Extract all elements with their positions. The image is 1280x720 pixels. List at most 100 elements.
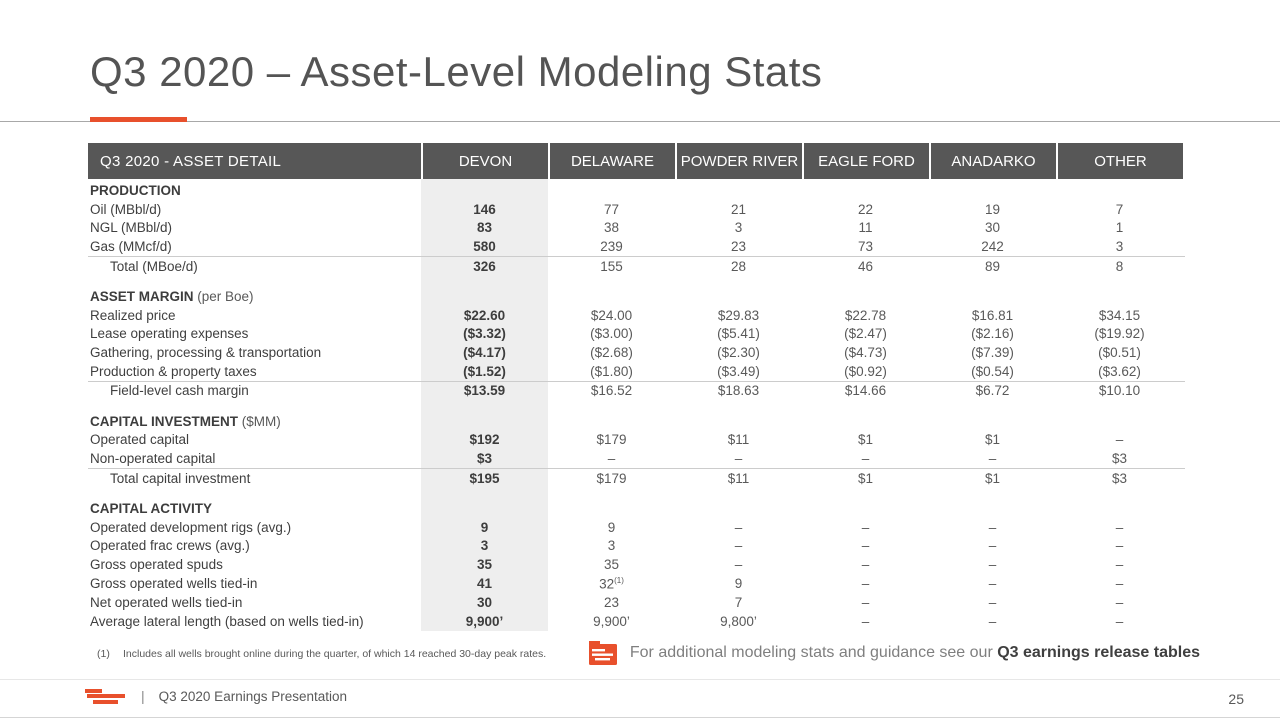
table-row: Operated frac crews (avg.) 3 3 – – – – — [88, 537, 1185, 556]
earnings-release-callout: For additional modeling stats and guidan… — [588, 640, 1200, 666]
cell-value: 73 — [857, 239, 874, 255]
section-heading: PRODUCTION — [90, 182, 181, 198]
column-header: OTHER — [1056, 143, 1183, 179]
cell-value: $1 — [984, 432, 1001, 448]
cell-value: – — [988, 451, 997, 467]
devon-column-highlight — [421, 179, 548, 631]
column-header: Q3 2020 - ASSET DETAIL — [88, 143, 421, 179]
cell-value: – — [861, 557, 870, 573]
cell-value: 3 — [1115, 239, 1124, 255]
table-row: Operated development rigs (avg.) 9 9 – – – – — [88, 518, 1185, 537]
table-row: Gross operated spuds 35 35 – – – – — [88, 555, 1185, 574]
page-number: 25 — [1228, 691, 1244, 707]
cell-value: $18.63 — [717, 383, 760, 399]
section-heading: ASSET MARGIN (per Boe) — [90, 288, 254, 304]
column-header: EAGLE FORD — [802, 143, 929, 179]
cell-value: ($0.51) — [1098, 345, 1141, 361]
cell-value: ($2.30) — [717, 345, 760, 361]
cell-value: ($19.92) — [1094, 326, 1145, 342]
table-row: Lease operating expenses ($3.32) ($3.00) ($… — [88, 325, 1185, 344]
cell-value: $1 — [984, 470, 1001, 486]
cell-value: 30 — [984, 220, 1001, 236]
cell-value: 580 — [473, 239, 496, 255]
table-row: Oil (MBbl/d) 146 77 21 22 19 7 — [88, 200, 1185, 219]
table-row: Average lateral length (based on wells t… — [88, 612, 1185, 631]
row-label: Operated frac crews (avg.) — [90, 538, 250, 554]
cell-value: 3 — [607, 538, 616, 554]
cell-value: – — [861, 519, 870, 535]
cell-value: ($2.16) — [971, 326, 1014, 342]
section-heading-row: ASSET MARGIN (per Boe) — [88, 287, 1185, 306]
cell-value: 3 — [480, 538, 489, 554]
footer-separator: | — [141, 688, 145, 704]
cell-value: – — [988, 576, 997, 592]
cell-value: 9,900’ — [593, 613, 630, 629]
row-label: Non-operated capital — [90, 451, 216, 467]
cell-value: 35 — [476, 557, 493, 573]
cell-value: – — [1115, 613, 1124, 629]
cell-value: 239 — [600, 239, 623, 255]
section-heading-row: PRODUCTION — [88, 181, 1185, 200]
cell-value: 89 — [984, 258, 1001, 274]
cell-value: 242 — [981, 239, 1004, 255]
cell-value: $22.78 — [844, 307, 887, 323]
row-label: Gross operated wells tied-in — [90, 576, 258, 592]
row-label: Field-level cash margin — [110, 383, 249, 399]
cell-value: $11 — [727, 432, 750, 448]
cell-value: 9 — [607, 519, 616, 535]
table-row: Non-operated capital $3 – – – – $3 — [88, 449, 1185, 468]
cell-value: $1 — [857, 470, 874, 486]
callout-emphasis: Q3 earnings release tables — [997, 644, 1200, 661]
cell-value: – — [861, 594, 870, 610]
cell-value: $16.52 — [590, 383, 633, 399]
table-row: Gross operated wells tied-in 41 32(1) 9 – – – — [88, 574, 1185, 593]
cell-value: – — [861, 538, 870, 554]
cell-value: ($1.52) — [463, 364, 506, 380]
cell-value: $24.00 — [590, 307, 633, 323]
cell-value: – — [734, 538, 743, 554]
row-label: Oil (MBbl/d) — [90, 201, 162, 217]
cell-value: $1 — [857, 432, 874, 448]
cell-value: $3 — [1111, 451, 1128, 467]
cell-value: 28 — [730, 258, 747, 274]
section-heading: CAPITAL ACTIVITY — [90, 500, 213, 516]
table-row: Gas (MMcf/d) 580 239 23 73 242 3 — [88, 237, 1185, 256]
cell-value: – — [988, 613, 997, 629]
section-heading: CAPITAL INVESTMENT ($MM) — [90, 413, 281, 429]
cell-value: 30 — [476, 594, 493, 610]
cell-value: 1 — [1115, 220, 1124, 236]
row-label: Gathering, processing & transportation — [90, 345, 322, 361]
footnote-marker: (1) — [97, 648, 110, 660]
section-qualifier: (per Boe) — [193, 288, 254, 304]
cell-value: 155 — [600, 258, 623, 274]
cell-value: – — [607, 451, 616, 467]
cell-value: 83 — [476, 220, 493, 236]
table-row: Operated capital $192 $179 $11 $1 $1 – — [88, 431, 1185, 450]
cell-value: 326 — [473, 258, 496, 274]
cell-value: ($3.00) — [590, 326, 633, 342]
cell-value: 22 — [857, 201, 874, 217]
cell-value: ($7.39) — [971, 345, 1014, 361]
cell-value: – — [988, 594, 997, 610]
cell-value: 19 — [984, 201, 1001, 217]
cell-value: – — [1115, 432, 1124, 448]
row-label: Total capital investment — [110, 470, 251, 486]
row-label: Gas (MMcf/d) — [90, 239, 172, 255]
table-row: Realized price $22.60 $24.00 $29.83 $22.78 $1… — [88, 306, 1185, 325]
cell-value: – — [734, 557, 743, 573]
section-qualifier: ($MM) — [238, 413, 281, 429]
row-label: Lease operating expenses — [90, 326, 249, 342]
row-label: Total (MBoe/d) — [110, 258, 198, 274]
cell-value: $16.81 — [971, 307, 1014, 323]
cell-value: – — [1115, 519, 1124, 535]
cell-value: – — [861, 451, 870, 467]
cell-value: 9,800’ — [720, 613, 757, 629]
callout-lead: For additional modeling stats and guidan… — [629, 644, 998, 661]
cell-value: $29.83 — [717, 307, 760, 323]
cell-value: 32(1) — [599, 575, 624, 592]
cell-value: 46 — [857, 258, 874, 274]
cell-value: 11 — [858, 220, 873, 236]
cell-value: 8 — [1115, 258, 1124, 274]
cell-value: – — [861, 576, 870, 592]
cell-value: ($5.41) — [717, 326, 760, 342]
